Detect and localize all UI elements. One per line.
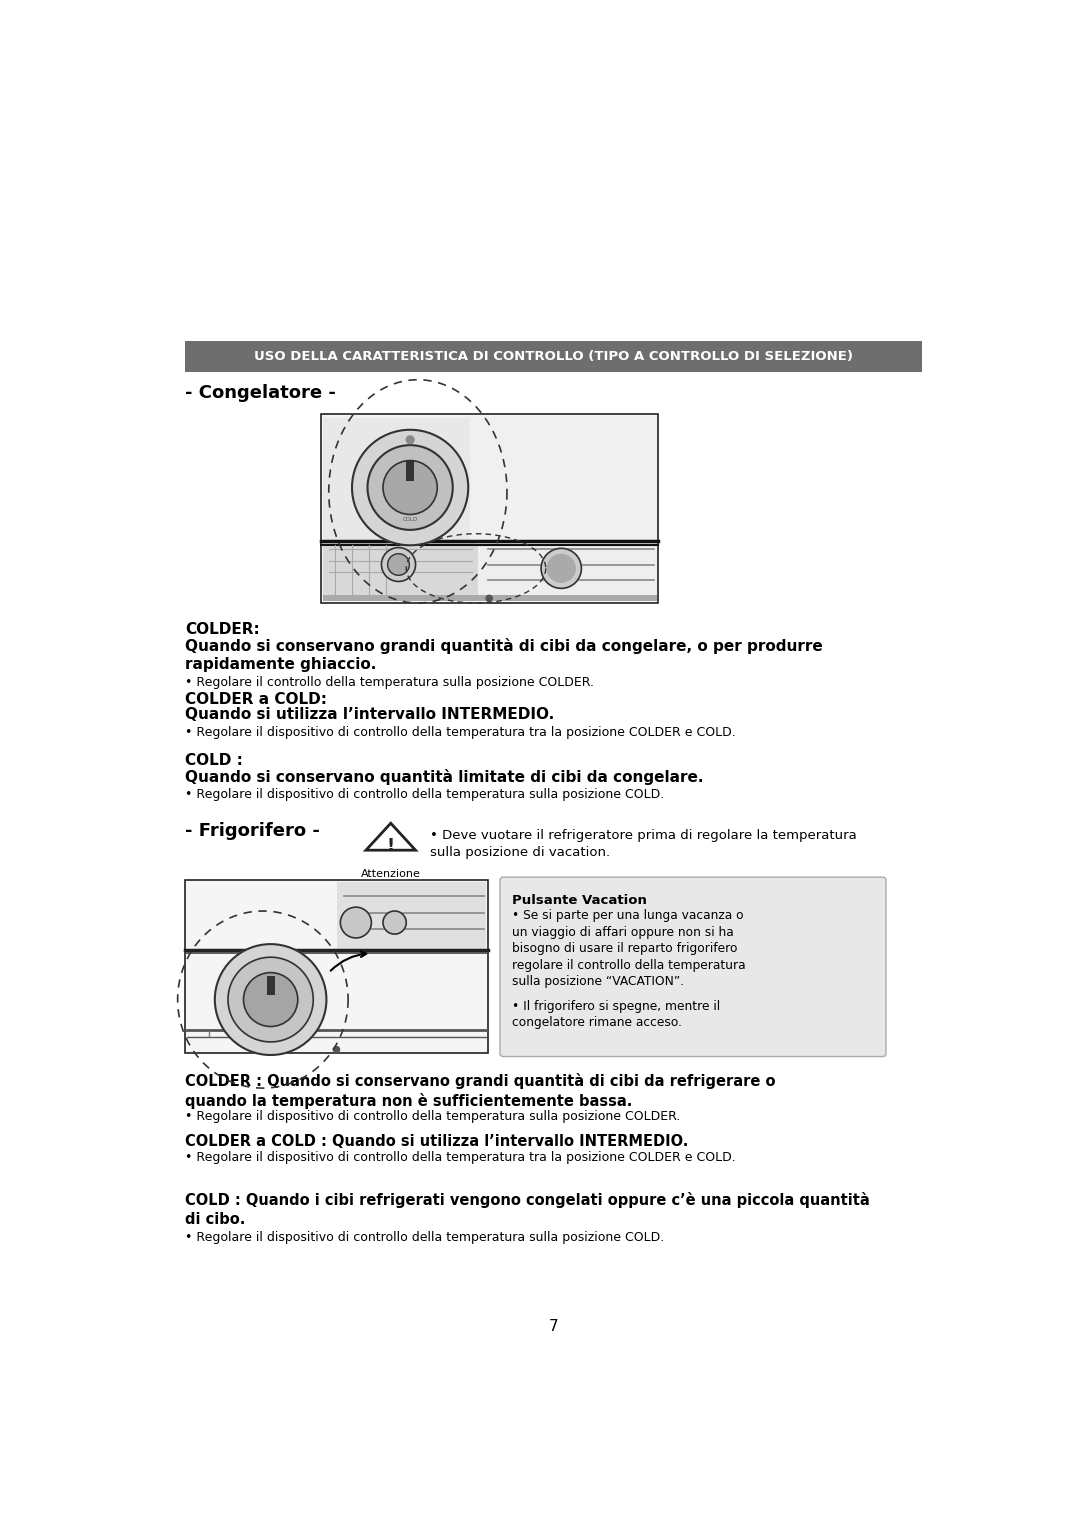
Circle shape <box>340 908 372 938</box>
Circle shape <box>381 547 416 582</box>
Circle shape <box>541 549 581 588</box>
Circle shape <box>383 911 406 934</box>
Text: COLDER a COLD : Quando si utilizza l’intervallo INTERMEDIO.: COLDER a COLD : Quando si utilizza l’int… <box>186 1134 689 1149</box>
Bar <box>323 416 657 602</box>
Circle shape <box>334 1047 339 1053</box>
Text: Quando si conservano quantità limitate di cibi da congelare.: Quando si conservano quantità limitate d… <box>186 769 704 784</box>
Text: USO DELLA CARATTERISTICA DI CONTROLLO (TIPO A CONTROLLO DI SELEZIONE): USO DELLA CARATTERISTICA DI CONTROLLO (T… <box>254 350 853 364</box>
Polygon shape <box>366 824 416 850</box>
Text: COLDER:: COLDER: <box>186 622 260 637</box>
Circle shape <box>548 555 576 582</box>
Text: Quando si utilizza l’intervallo INTERMEDIO.: Quando si utilizza l’intervallo INTERMED… <box>186 707 555 721</box>
Text: • Deve vuotare il refrigeratore prima di regolare la temperatura
sulla posizione: • Deve vuotare il refrigeratore prima di… <box>430 828 856 859</box>
Text: Pulsante Vacation: Pulsante Vacation <box>512 894 647 908</box>
Text: !: ! <box>387 836 395 854</box>
FancyBboxPatch shape <box>500 877 886 1056</box>
Bar <box>323 419 470 541</box>
Text: Attenzione: Attenzione <box>361 868 421 879</box>
Circle shape <box>243 973 298 1027</box>
Text: • Regolare il dispositivo di controllo della temperatura tra la posizione COLDER: • Regolare il dispositivo di controllo d… <box>186 1151 737 1164</box>
Text: - Frigorifero -: - Frigorifero - <box>186 822 321 840</box>
Text: - Congelatore -: - Congelatore - <box>186 384 336 402</box>
Text: COLD :: COLD : <box>186 753 243 769</box>
Circle shape <box>486 596 492 602</box>
Text: COLDER : Quando si conservano grandi quantità di cibi da refrigerare o
quando la: COLDER : Quando si conservano grandi qua… <box>186 1073 775 1109</box>
Text: COLD: COLD <box>403 518 418 523</box>
Bar <box>337 882 486 949</box>
Text: • Il frigorifero si spegne, mentre il
congelatore rimane acceso.: • Il frigorifero si spegne, mentre il co… <box>512 999 720 1028</box>
Text: 7: 7 <box>549 1319 558 1334</box>
Circle shape <box>367 445 453 530</box>
Text: • Regolare il dispositivo di controllo della temperatura tra la posizione COLDER: • Regolare il dispositivo di controllo d… <box>186 726 737 740</box>
Text: Quando si conservano grandi quantità di cibi da congelare, o per produrre
rapida: Quando si conservano grandi quantità di … <box>186 637 823 672</box>
Circle shape <box>388 553 409 575</box>
Text: COLDER a COLD:: COLDER a COLD: <box>186 692 327 706</box>
Bar <box>480 542 657 602</box>
Bar <box>323 542 477 602</box>
Bar <box>186 880 488 1053</box>
Bar <box>406 461 414 481</box>
Bar <box>323 596 657 602</box>
Circle shape <box>383 460 437 515</box>
Text: • Se si parte per una lunga vacanza o
un viaggio di affari oppure non si ha
biso: • Se si parte per una lunga vacanza o un… <box>512 909 746 989</box>
Text: • Regolare il dispositivo di controllo della temperatura sulla posizione COLDER.: • Regolare il dispositivo di controllo d… <box>186 1109 680 1123</box>
Text: • Regolare il dispositivo di controllo della temperatura sulla posizione COLD.: • Regolare il dispositivo di controllo d… <box>186 788 664 801</box>
Bar <box>186 341 921 371</box>
Circle shape <box>228 957 313 1042</box>
Circle shape <box>215 944 326 1054</box>
Text: COLD : Quando i cibi refrigerati vengono congelati oppure c’è una piccola quanti: COLD : Quando i cibi refrigerati vengono… <box>186 1192 870 1227</box>
Text: • Regolare il dispositivo di controllo della temperatura sulla posizione COLD.: • Regolare il dispositivo di controllo d… <box>186 1230 664 1244</box>
Circle shape <box>406 435 414 443</box>
Circle shape <box>352 429 469 545</box>
Bar <box>267 976 274 995</box>
Bar <box>321 414 658 604</box>
Text: • Regolare il controllo della temperatura sulla posizione COLDER.: • Regolare il controllo della temperatur… <box>186 677 594 689</box>
